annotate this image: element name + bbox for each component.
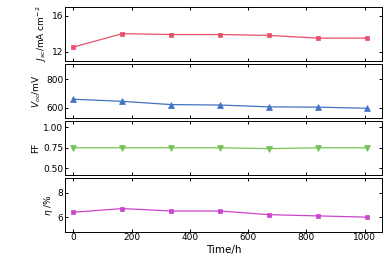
- Y-axis label: $\eta$ /%: $\eta$ /%: [42, 194, 55, 216]
- Y-axis label: FF: FF: [31, 143, 40, 153]
- Y-axis label: $J_{sc}$/mA cm$^{-2}$: $J_{sc}$/mA cm$^{-2}$: [34, 5, 49, 62]
- Y-axis label: $V_{oc}$/mV: $V_{oc}$/mV: [31, 74, 43, 107]
- X-axis label: Time/h: Time/h: [206, 245, 241, 255]
